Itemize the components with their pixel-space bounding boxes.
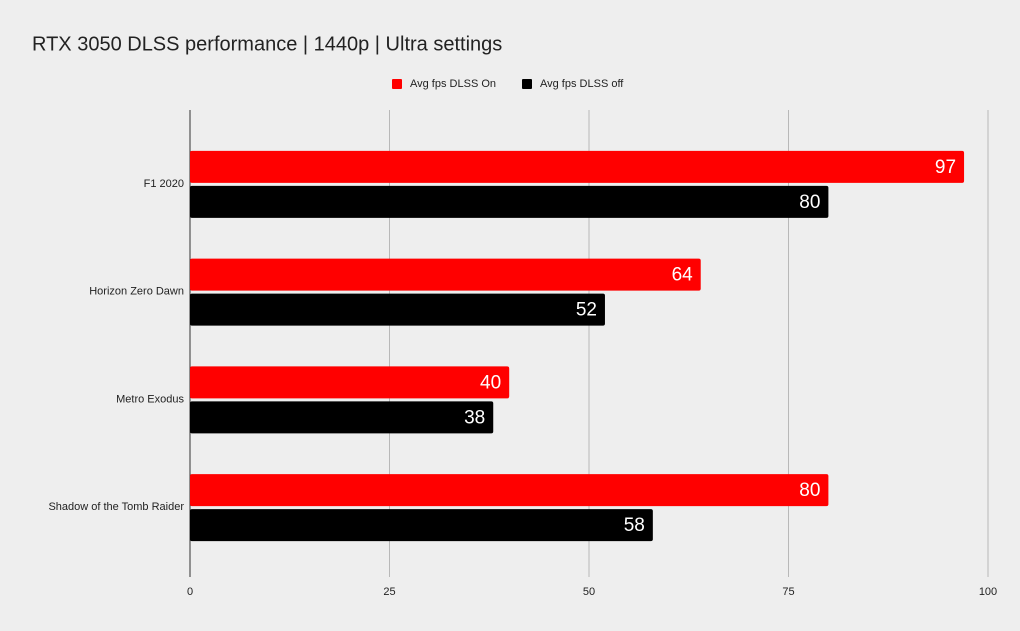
data-label: 38 xyxy=(464,407,485,428)
data-label: 80 xyxy=(799,192,820,213)
y-tick-label: F1 2020 xyxy=(144,178,184,190)
bar xyxy=(190,150,965,183)
x-tick-label: 0 xyxy=(187,586,193,598)
y-tick-label: Horizon Zero Dawn xyxy=(89,286,184,298)
legend-label: Avg fps DLSS On xyxy=(410,78,496,90)
data-label: 58 xyxy=(624,515,645,536)
bar xyxy=(190,401,494,434)
x-tick-label: 50 xyxy=(583,586,595,598)
x-tick-label: 75 xyxy=(782,586,794,598)
data-label: 64 xyxy=(672,265,694,286)
legend-label: Avg fps DLSS off xyxy=(540,78,624,90)
data-label: 97 xyxy=(935,157,956,178)
bar xyxy=(190,258,701,291)
chart-title: RTX 3050 DLSS performance | 1440p | Ultr… xyxy=(32,33,502,55)
bar xyxy=(190,509,653,542)
bar xyxy=(190,293,605,326)
legend-swatch xyxy=(522,79,532,89)
bar xyxy=(190,185,829,218)
bar xyxy=(190,474,829,507)
data-label: 40 xyxy=(480,372,501,393)
data-label: 52 xyxy=(576,300,597,321)
legend-swatch xyxy=(392,79,402,89)
bar xyxy=(190,366,510,399)
y-tick-label: Metro Exodus xyxy=(116,393,184,405)
data-label: 80 xyxy=(799,480,820,501)
y-tick-label: Shadow of the Tomb Raider xyxy=(48,501,184,513)
x-tick-label: 100 xyxy=(979,586,997,598)
x-tick-label: 25 xyxy=(383,586,395,598)
